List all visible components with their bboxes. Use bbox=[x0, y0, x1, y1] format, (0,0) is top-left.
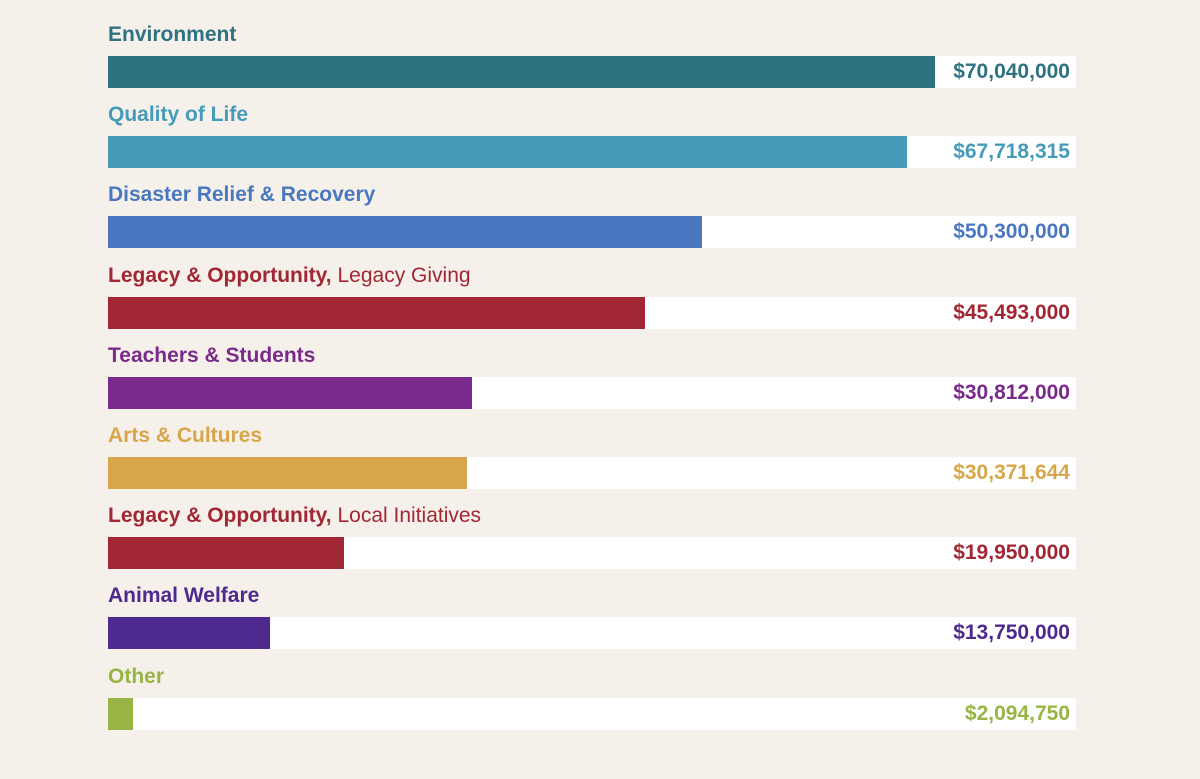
bar-track: $19,950,000 bbox=[108, 537, 1076, 569]
category-label-main: Disaster Relief & Recovery bbox=[108, 183, 376, 206]
bar bbox=[108, 617, 270, 649]
category-label-main: Other bbox=[108, 665, 165, 688]
value-label: $45,493,000 bbox=[953, 301, 1070, 324]
category-label: Teachers & Students bbox=[108, 341, 315, 371]
category-label: Animal Welfare bbox=[108, 581, 259, 611]
category-label: Legacy & Opportunity, Legacy Giving bbox=[108, 261, 471, 291]
value-label: $67,718,315 bbox=[953, 140, 1070, 163]
bar bbox=[108, 136, 907, 168]
bar-track: $30,812,000 bbox=[108, 377, 1076, 409]
bar-track: $70,040,000 bbox=[108, 56, 1076, 88]
bar-track: $45,493,000 bbox=[108, 297, 1076, 329]
chart-row: Quality of Life $67,718,315 bbox=[108, 100, 1076, 180]
bar-track: $67,718,315 bbox=[108, 136, 1076, 168]
bar bbox=[108, 537, 344, 569]
bar-track: $13,750,000 bbox=[108, 617, 1076, 649]
category-label: Disaster Relief & Recovery bbox=[108, 180, 375, 210]
category-label-main: Animal Welfare bbox=[108, 584, 260, 607]
chart-row: Disaster Relief & Recovery $50,300,000 bbox=[108, 180, 1076, 260]
category-label-main: Legacy & Opportunity, bbox=[108, 504, 332, 527]
category-sublabel: Local Initiatives bbox=[337, 504, 482, 527]
bar bbox=[108, 56, 935, 88]
bar-track: $30,371,644 bbox=[108, 457, 1076, 489]
value-label: $30,812,000 bbox=[953, 381, 1070, 404]
bar-track: $50,300,000 bbox=[108, 216, 1076, 248]
category-label: Quality of Life bbox=[108, 100, 248, 130]
bar bbox=[108, 216, 702, 248]
bar bbox=[108, 457, 467, 489]
chart-row: Other $2,094,750 bbox=[108, 662, 1076, 742]
category-label-main: Legacy & Opportunity, bbox=[108, 264, 332, 287]
category-label: Other bbox=[108, 662, 164, 692]
chart-row: Legacy & Opportunity, Local Initiatives $… bbox=[108, 501, 1076, 581]
bar bbox=[108, 698, 133, 730]
category-label-main: Arts & Cultures bbox=[108, 424, 263, 447]
value-label: $19,950,000 bbox=[953, 541, 1070, 564]
chart-row: Environment $70,040,000 bbox=[108, 20, 1076, 100]
category-label: Environment bbox=[108, 20, 236, 50]
bar bbox=[108, 297, 645, 329]
value-label: $2,094,750 bbox=[964, 702, 1070, 725]
chart-row: Legacy & Opportunity, Legacy Giving $45,4… bbox=[108, 261, 1076, 341]
category-sublabel: Legacy Giving bbox=[337, 264, 471, 287]
category-label: Arts & Cultures bbox=[108, 421, 262, 451]
chart-row: Teachers & Students $30,812,000 bbox=[108, 341, 1076, 421]
category-label-main: Teachers & Students bbox=[108, 344, 316, 367]
chart-row: Animal Welfare $13,750,000 bbox=[108, 581, 1076, 661]
bar-track: $2,094,750 bbox=[108, 698, 1076, 730]
category-label-main: Environment bbox=[108, 23, 237, 46]
value-label: $50,300,000 bbox=[953, 220, 1070, 243]
value-label: $30,371,644 bbox=[953, 461, 1070, 484]
value-label: $13,750,000 bbox=[953, 621, 1070, 644]
chart-row: Arts & Cultures $30,371,644 bbox=[108, 421, 1076, 501]
value-label: $70,040,000 bbox=[953, 60, 1070, 83]
category-label: Legacy & Opportunity, Local Initiatives bbox=[108, 501, 481, 531]
bar bbox=[108, 377, 472, 409]
category-label-main: Quality of Life bbox=[108, 103, 249, 126]
